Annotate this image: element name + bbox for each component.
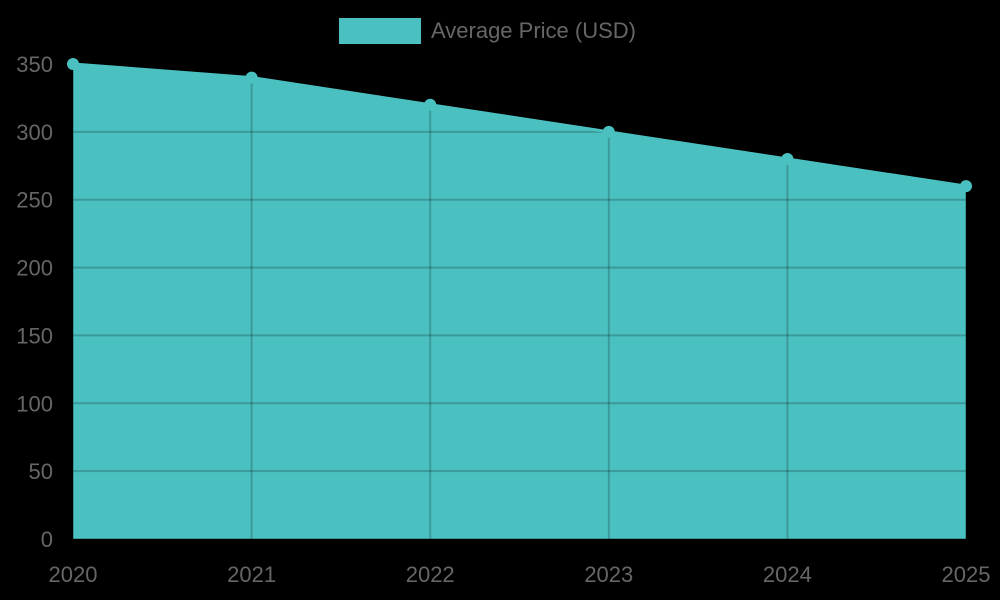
legend-swatch — [339, 18, 421, 44]
x-tick-label: 2023 — [584, 562, 633, 587]
y-tick-label: 200 — [16, 256, 53, 281]
y-tick-label: 350 — [16, 52, 53, 77]
data-point[interactable] — [960, 180, 972, 193]
series-line — [72, 62, 967, 188]
y-tick-label: 0 — [41, 527, 53, 552]
y-tick-label: 50 — [29, 459, 53, 484]
x-tick-label: 2024 — [763, 562, 812, 587]
y-tick-label: 150 — [16, 323, 53, 348]
legend-label: Average Price (USD) — [431, 18, 636, 43]
data-point[interactable] — [424, 98, 437, 111]
x-tick-label: 2022 — [406, 562, 455, 587]
chart-legend[interactable]: Average Price (USD) — [339, 18, 636, 44]
data-point[interactable] — [602, 125, 615, 138]
x-tick-label: 2020 — [49, 562, 98, 587]
x-tick-label: 2021 — [227, 562, 276, 587]
data-point[interactable] — [781, 153, 794, 165]
data-point[interactable] — [67, 58, 79, 70]
y-tick-label: 250 — [16, 188, 53, 213]
area-fill — [73, 64, 966, 539]
y-tick-label: 300 — [16, 120, 53, 145]
data-point[interactable] — [245, 71, 258, 84]
x-tick-label: 2025 — [942, 562, 991, 587]
y-tick-label: 100 — [16, 391, 53, 416]
